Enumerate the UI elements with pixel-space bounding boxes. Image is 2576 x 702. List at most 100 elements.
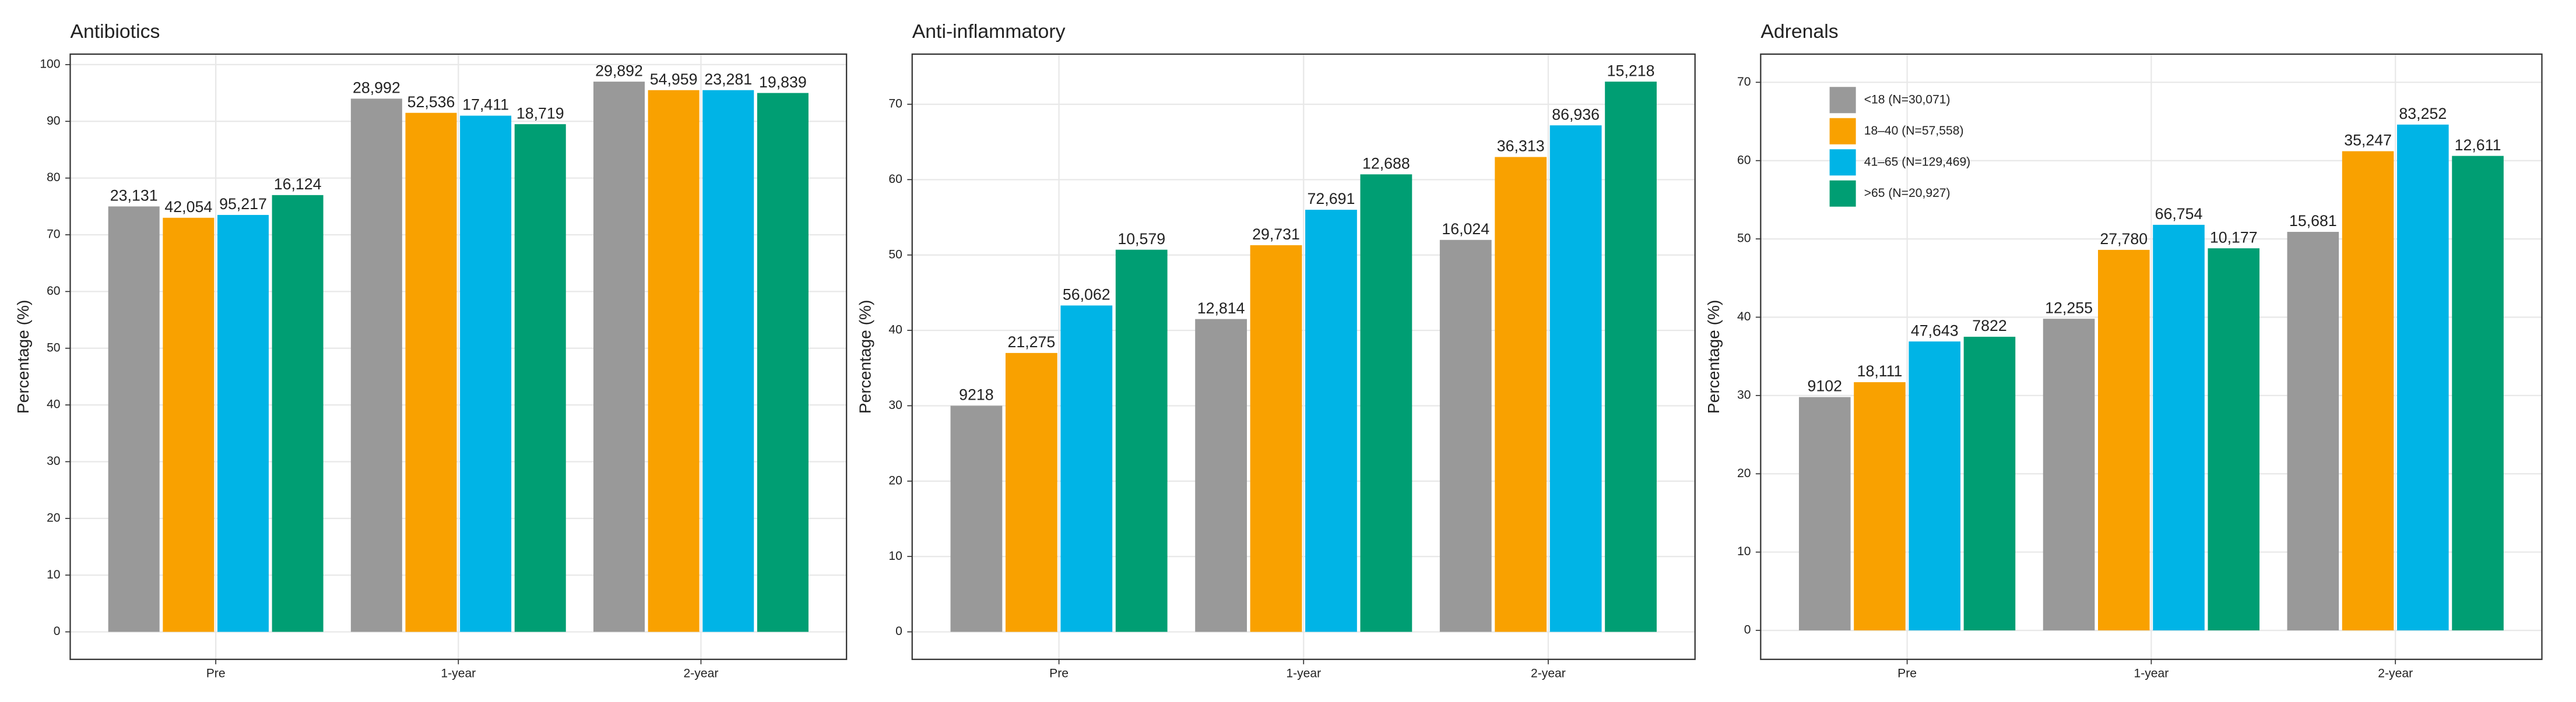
y-tick-label: 70 [888,97,902,111]
bar [1250,245,1302,632]
bar [2043,319,2095,631]
bar [2397,124,2449,631]
x-tick-label: 2-year [1531,667,1566,680]
y-tick-label: 20 [1737,467,1751,480]
legend-label: 18–40 (N=57,558) [1864,124,1964,137]
bar [1798,397,1851,631]
bar [217,214,269,632]
y-tick-label: 60 [888,172,902,186]
y-tick-label: 80 [47,171,60,184]
bar [1909,341,1961,631]
y-axis-title: Percentage (%) [1705,300,1723,414]
bar [1605,82,1657,632]
y-tick-label: 20 [47,511,60,524]
x-tick-label: Pre [206,667,226,680]
bar-count-label: 12,255 [2045,299,2093,316]
bar [1854,382,1906,631]
legend-label: 41–65 (N=129,469) [1864,155,1971,168]
y-tick-label: 50 [1737,232,1751,245]
bar [757,93,809,632]
bar-count-label: 52,536 [407,93,455,111]
x-tick-label: 1-year [441,667,476,680]
bar-count-label: 15,681 [2289,212,2337,230]
bar [2287,231,2339,631]
bar-count-label: 10,177 [2210,228,2258,246]
bar [272,195,324,632]
bar [2153,224,2205,631]
chart-title: Anti-inflammatory [912,20,1066,43]
bar [593,82,645,632]
bar [702,90,754,632]
x-tick-label: 1-year [1286,667,1321,680]
bar-count-label: 83,252 [2399,105,2447,122]
x-tick-label: Pre [1897,667,1917,680]
legend-swatch [1829,87,1856,114]
bar [405,112,457,632]
bar [648,90,700,632]
bar-count-label: 95,217 [219,195,267,213]
y-tick-label: 20 [888,474,902,487]
bar-count-label: 12,611 [2455,136,2501,154]
bar-count-label: 9218 [959,386,993,404]
bar [460,115,512,632]
bar [350,98,402,632]
bar [163,217,215,632]
bar [1305,210,1357,632]
bar [2452,156,2504,631]
bar-count-label: 23,281 [704,70,752,88]
bar-count-label: 54,959 [650,70,698,88]
bar-count-label: 56,062 [1063,286,1110,304]
bar-count-label: 72,691 [1308,190,1355,207]
bar [108,206,160,632]
y-tick-label: 50 [47,341,60,354]
bar [2342,151,2394,631]
bar-count-label: 12,688 [1362,154,1410,172]
bar [2097,249,2150,631]
bar [1195,319,1247,632]
legend-swatch [1829,180,1856,207]
bar-count-label: 29,892 [595,62,643,79]
bar-count-label: 42,054 [164,198,212,216]
x-tick-label: 2-year [684,667,719,680]
y-axis-title: Percentage (%) [856,300,874,414]
bar [514,124,566,632]
chart-title: Antibiotics [70,20,160,43]
bar-count-label: 16,124 [274,175,322,193]
bar [1549,125,1602,632]
bar-count-label: 23,131 [110,187,158,204]
bar-count-label: 21,275 [1007,333,1055,351]
bar-count-label: 27,780 [2100,230,2148,248]
bar-count-label: 36,313 [1497,137,1545,155]
bar-count-label: 86,936 [1552,105,1600,123]
chart-title: Adrenals [1760,20,1838,43]
bar-count-label: 7822 [1972,317,2006,334]
bar-count-label: 47,643 [1911,322,1959,339]
bar-count-label: 16,024 [1442,220,1489,238]
y-tick-label: 10 [47,568,60,581]
y-tick-label: 40 [888,323,902,337]
x-tick-label: 2-year [2378,667,2413,680]
bar [1115,249,1168,632]
y-tick-label: 0 [1744,623,1751,637]
y-tick-label: 70 [1737,75,1751,89]
x-tick-label: Pre [1049,667,1069,680]
bar-count-label: 10,579 [1117,230,1165,248]
legend-label: <18 (N=30,071) [1864,93,1951,106]
plot-border [911,53,1696,660]
bar-count-label: 9102 [1808,378,1842,395]
y-tick-label: 30 [1737,388,1751,401]
legend-swatch [1829,118,1856,144]
y-tick-label: 40 [47,398,60,411]
y-tick-label: 0 [54,625,61,638]
x-tick-label: 1-year [2134,667,2169,680]
legend-label: >65 (N=20,927) [1864,186,1951,200]
y-axis-title: Percentage (%) [14,300,32,414]
y-tick-label: 10 [1737,545,1751,558]
bar [1963,337,2016,631]
bar-count-label: 28,992 [353,79,400,97]
bar [1360,174,1412,632]
bar-count-label: 66,754 [2155,205,2203,223]
bar-count-label: 35,247 [2344,132,2392,149]
